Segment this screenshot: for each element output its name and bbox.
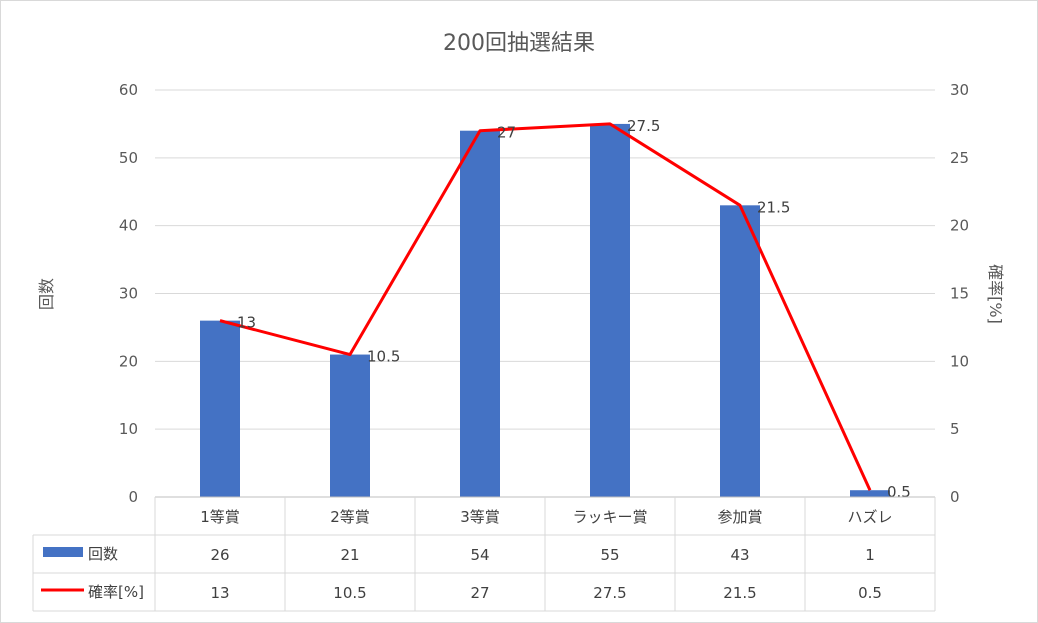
bar (200, 320, 240, 497)
y-tick-label: 30 (119, 285, 138, 303)
data-label: 27.5 (627, 117, 660, 135)
y-tick-label: 50 (119, 149, 138, 167)
y2-tick-label: 20 (950, 217, 969, 235)
y2-axis-title: 確率[%] (986, 264, 1005, 324)
category-label: 1等賞 (200, 508, 240, 526)
category-label: ラッキー賞 (572, 508, 647, 526)
category-label: 2等賞 (330, 508, 370, 526)
y-axis-title: 回数 (37, 278, 56, 310)
y2-tick-label: 25 (950, 149, 969, 167)
y-tick-label: 10 (119, 420, 138, 438)
line-series (219, 122, 872, 491)
y2-axis-ticks: 0 5 10 15 20 25 30 (950, 81, 969, 506)
data-label: 27 (497, 124, 516, 142)
table-cell: 26 (210, 546, 229, 564)
y2-tick-label: 15 (950, 285, 969, 303)
legend-key-bar (43, 547, 83, 557)
gridlines (155, 89, 935, 498)
data-label: 10.5 (367, 348, 400, 366)
y2-tick-label: 5 (950, 420, 960, 438)
data-label: 0.5 (887, 483, 911, 501)
y2-tick-label: 10 (950, 352, 969, 370)
bar (460, 130, 500, 497)
bar (330, 354, 370, 497)
table-cell: 27.5 (593, 584, 626, 602)
table-cell: 21.5 (723, 584, 756, 602)
table-cell: 55 (600, 546, 619, 564)
y-axis-ticks: 0 10 20 30 40 50 60 (119, 81, 138, 506)
table-cell: 10.5 (333, 584, 366, 602)
bar-series (200, 123, 890, 498)
bar (720, 205, 760, 498)
table-cell: 43 (730, 546, 749, 564)
bar (850, 490, 890, 497)
data-label: 21.5 (757, 198, 790, 216)
category-label: 3等賞 (460, 508, 500, 526)
legend-label: 確率[%] (88, 583, 144, 601)
series-line (219, 122, 872, 491)
category-label: 参加賞 (717, 508, 762, 526)
category-label: ハズレ (847, 508, 892, 526)
y-tick-label: 0 (128, 488, 138, 506)
table-cell: 0.5 (858, 584, 882, 602)
y-tick-label: 40 (119, 217, 138, 235)
table-cell: 54 (470, 546, 489, 564)
data-label: 13 (237, 314, 256, 332)
y2-tick-label: 0 (950, 488, 960, 506)
table-cell: 13 (210, 584, 229, 602)
table-cell: 21 (340, 546, 359, 564)
y2-tick-label: 30 (950, 81, 969, 99)
chart-title: 200回抽選結果 (443, 31, 595, 56)
legend-label: 回数 (88, 545, 118, 563)
y-tick-label: 20 (119, 352, 138, 370)
y-tick-label: 60 (119, 81, 138, 99)
table-cell: 27 (470, 584, 489, 602)
table-cell: 1 (865, 546, 875, 564)
bar (590, 123, 630, 498)
